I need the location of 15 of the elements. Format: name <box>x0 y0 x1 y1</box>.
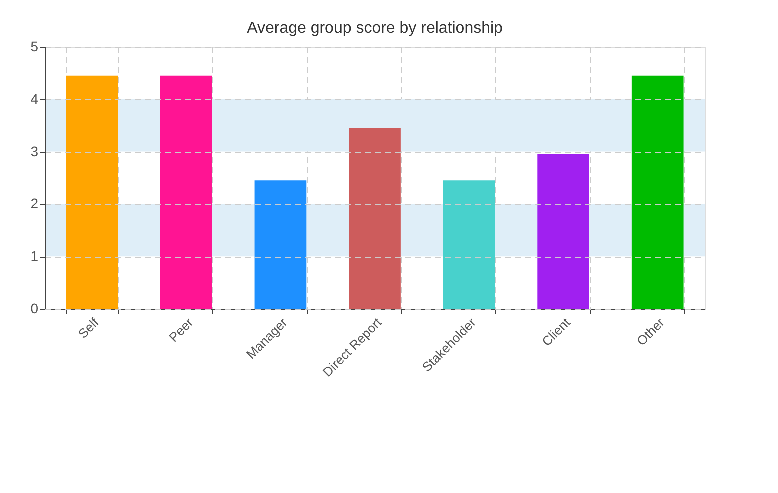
y-tick-label: 2 <box>30 196 39 212</box>
x-tick-label: Self <box>75 314 102 342</box>
bar <box>66 76 118 309</box>
y-tick-label: 5 <box>30 38 39 54</box>
y-tick-label: 4 <box>30 90 39 107</box>
bar <box>160 76 212 309</box>
bar <box>632 76 684 309</box>
chart-title: Average group score by relationship <box>247 20 504 37</box>
bar <box>254 180 307 309</box>
bar <box>538 154 590 309</box>
y-tick-label: 0 <box>30 300 39 316</box>
bar <box>349 128 401 309</box>
y-tick-label: 3 <box>30 143 39 160</box>
bar <box>443 180 496 309</box>
y-tick-label: 1 <box>30 248 39 264</box>
